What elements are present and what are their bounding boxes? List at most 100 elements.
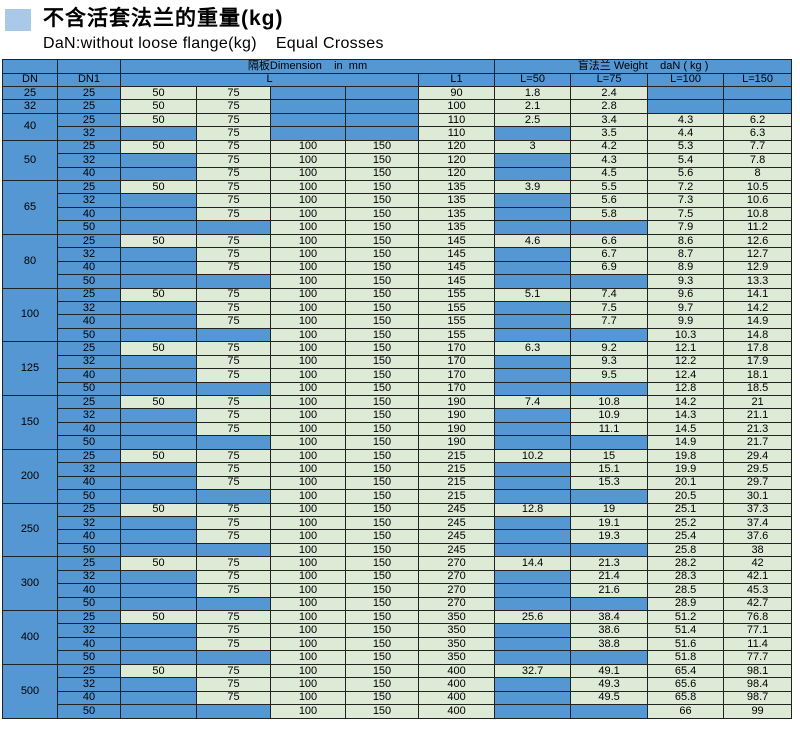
weight-cell — [570, 542, 649, 558]
weight-cell: 49.3 — [570, 677, 649, 692]
weight-cell: 38.4 — [570, 610, 649, 625]
weight-cell: 51.6 — [647, 636, 725, 652]
dn-cell: 32 — [2, 99, 58, 114]
l1-cell: 350 — [417, 650, 496, 665]
dn-cell: 400 — [2, 610, 58, 665]
l-dimension-cell — [120, 247, 197, 262]
weight-cell: 3 — [494, 139, 572, 155]
l1-cell: 400 — [417, 677, 496, 692]
dn1-cell: 40 — [57, 583, 121, 598]
weight-cell: 28.3 — [647, 569, 725, 585]
dn1-cell: 25 — [57, 85, 121, 101]
weight-cell — [494, 435, 572, 450]
weight-cell — [570, 704, 649, 719]
weight-cell — [494, 650, 572, 665]
l1-cell: 350 — [417, 623, 496, 638]
weight-cell: 6.7 — [570, 247, 649, 262]
table-row: 40 75 100 150 155 7.7 9.9 14.9 — [3, 314, 793, 329]
l-dimension-cell: 75 — [196, 153, 271, 168]
weight-cell: 98.4 — [723, 677, 793, 692]
table-row: 40 75 100 150 170 9.5 12.4 18.1 — [3, 368, 793, 383]
l-dimension-cell: 75 — [196, 180, 271, 195]
l-dimension-cell: 150 — [345, 489, 419, 504]
dn1-cell: 32 — [57, 300, 121, 316]
dn1-cell: 50 — [57, 704, 121, 719]
l-dimension-cell: 100 — [270, 556, 346, 571]
l-dimension-cell: 75 — [196, 206, 271, 222]
weight-cell: 32.7 — [494, 663, 572, 679]
l1-cell: 245 — [417, 515, 496, 531]
weight-cell — [494, 704, 572, 719]
table-row: 32 75 100 150 155 7.5 9.7 14.2 — [3, 300, 793, 316]
l-dimension-cell: 50 — [120, 180, 197, 195]
l-dimension-cell: 150 — [345, 220, 419, 235]
weight-cell — [570, 274, 649, 289]
weight-cell: 6.3 — [494, 341, 572, 356]
table-row: 40 75 100 150 400 49.5 65.8 98.7 — [3, 690, 793, 706]
l-dimension-cell: 100 — [270, 381, 346, 397]
table-row: 50 100 150 135 7.9 11.2 — [3, 220, 793, 235]
weight-cell: 14.2 — [723, 300, 793, 316]
weight-cell: 7.7 — [723, 139, 793, 155]
l-dimension-cell: 150 — [345, 462, 419, 477]
dn1-cell: 25 — [57, 448, 121, 464]
l1-cell: 145 — [417, 260, 496, 276]
table-row: 50 100 150 145 9.3 13.3 — [3, 274, 793, 289]
weight-cell: 5.3 — [647, 139, 725, 155]
l-dimension-cell: 150 — [345, 206, 419, 222]
weight-cell — [647, 99, 725, 114]
weight-cell: 45.3 — [723, 583, 793, 598]
l-dimension-cell — [120, 677, 197, 692]
dn1-cell: 25 — [57, 610, 121, 625]
l-dimension-cell: 50 — [120, 341, 197, 356]
l1-cell: 145 — [417, 274, 496, 289]
weight-cell: 77.7 — [723, 650, 793, 665]
l-dimension-cell: 100 — [270, 448, 346, 464]
l1-cell: 100 — [417, 99, 496, 114]
weight-cell: 25.8 — [647, 542, 725, 558]
weight-cell: 25.2 — [647, 515, 725, 531]
weight-cell: 21 — [723, 395, 793, 410]
l-dimension-cell: 100 — [270, 663, 346, 679]
l-dimension-cell: 75 — [196, 300, 271, 316]
dn1-cell: 32 — [57, 462, 121, 477]
weight-cell: 12.2 — [647, 354, 725, 370]
weight-cell — [494, 583, 572, 598]
weight-cell — [723, 99, 793, 114]
l-dimension-cell: 100 — [270, 408, 346, 423]
weight-cell: 29.5 — [723, 462, 793, 477]
weight-cell: 99 — [723, 704, 793, 719]
weight-cell: 20.5 — [647, 489, 725, 504]
l-dimension-cell: 150 — [345, 193, 419, 208]
l-dimension-cell — [196, 596, 271, 612]
weight-cell: 29.7 — [723, 475, 793, 491]
l-dimension-cell — [120, 569, 197, 585]
weight-cell: 17.9 — [723, 354, 793, 370]
table-row: 32 75 100 150 120 4.3 5.4 7.8 — [3, 153, 793, 168]
dn-cell: 25 — [2, 85, 58, 101]
l-dimension-cell: 100 — [270, 515, 346, 531]
weight-cell: 12.8 — [647, 381, 725, 397]
weight-cell: 12.9 — [723, 260, 793, 276]
weight-cell — [494, 636, 572, 652]
l-dimension-cell: 150 — [345, 354, 419, 370]
l-dimension-cell: 75 — [196, 395, 271, 410]
l-dimension-cell: 150 — [345, 677, 419, 692]
l-dimension-cell: 100 — [270, 260, 346, 276]
l-dimension-cell — [196, 489, 271, 504]
l1-cell: 270 — [417, 583, 496, 598]
l1-cell: 155 — [417, 314, 496, 329]
weight-cell: 12.7 — [723, 247, 793, 262]
weight-cell: 20.1 — [647, 475, 725, 491]
l-dimension-cell: 75 — [196, 85, 271, 101]
l-dimension-cell — [120, 327, 197, 343]
l-dimension-cell: 50 — [120, 610, 197, 625]
l1-cell: 90 — [417, 85, 496, 101]
table-row: 40 75 100 150 190 11.1 14.5 21.3 — [3, 421, 793, 437]
l-dimension-cell: 75 — [196, 502, 271, 517]
weight-cell — [494, 247, 572, 262]
l-dimension-cell: 100 — [270, 610, 346, 625]
l-dimension-cell: 100 — [270, 502, 346, 517]
weight-cell — [494, 193, 572, 208]
weight-cell — [570, 220, 649, 235]
